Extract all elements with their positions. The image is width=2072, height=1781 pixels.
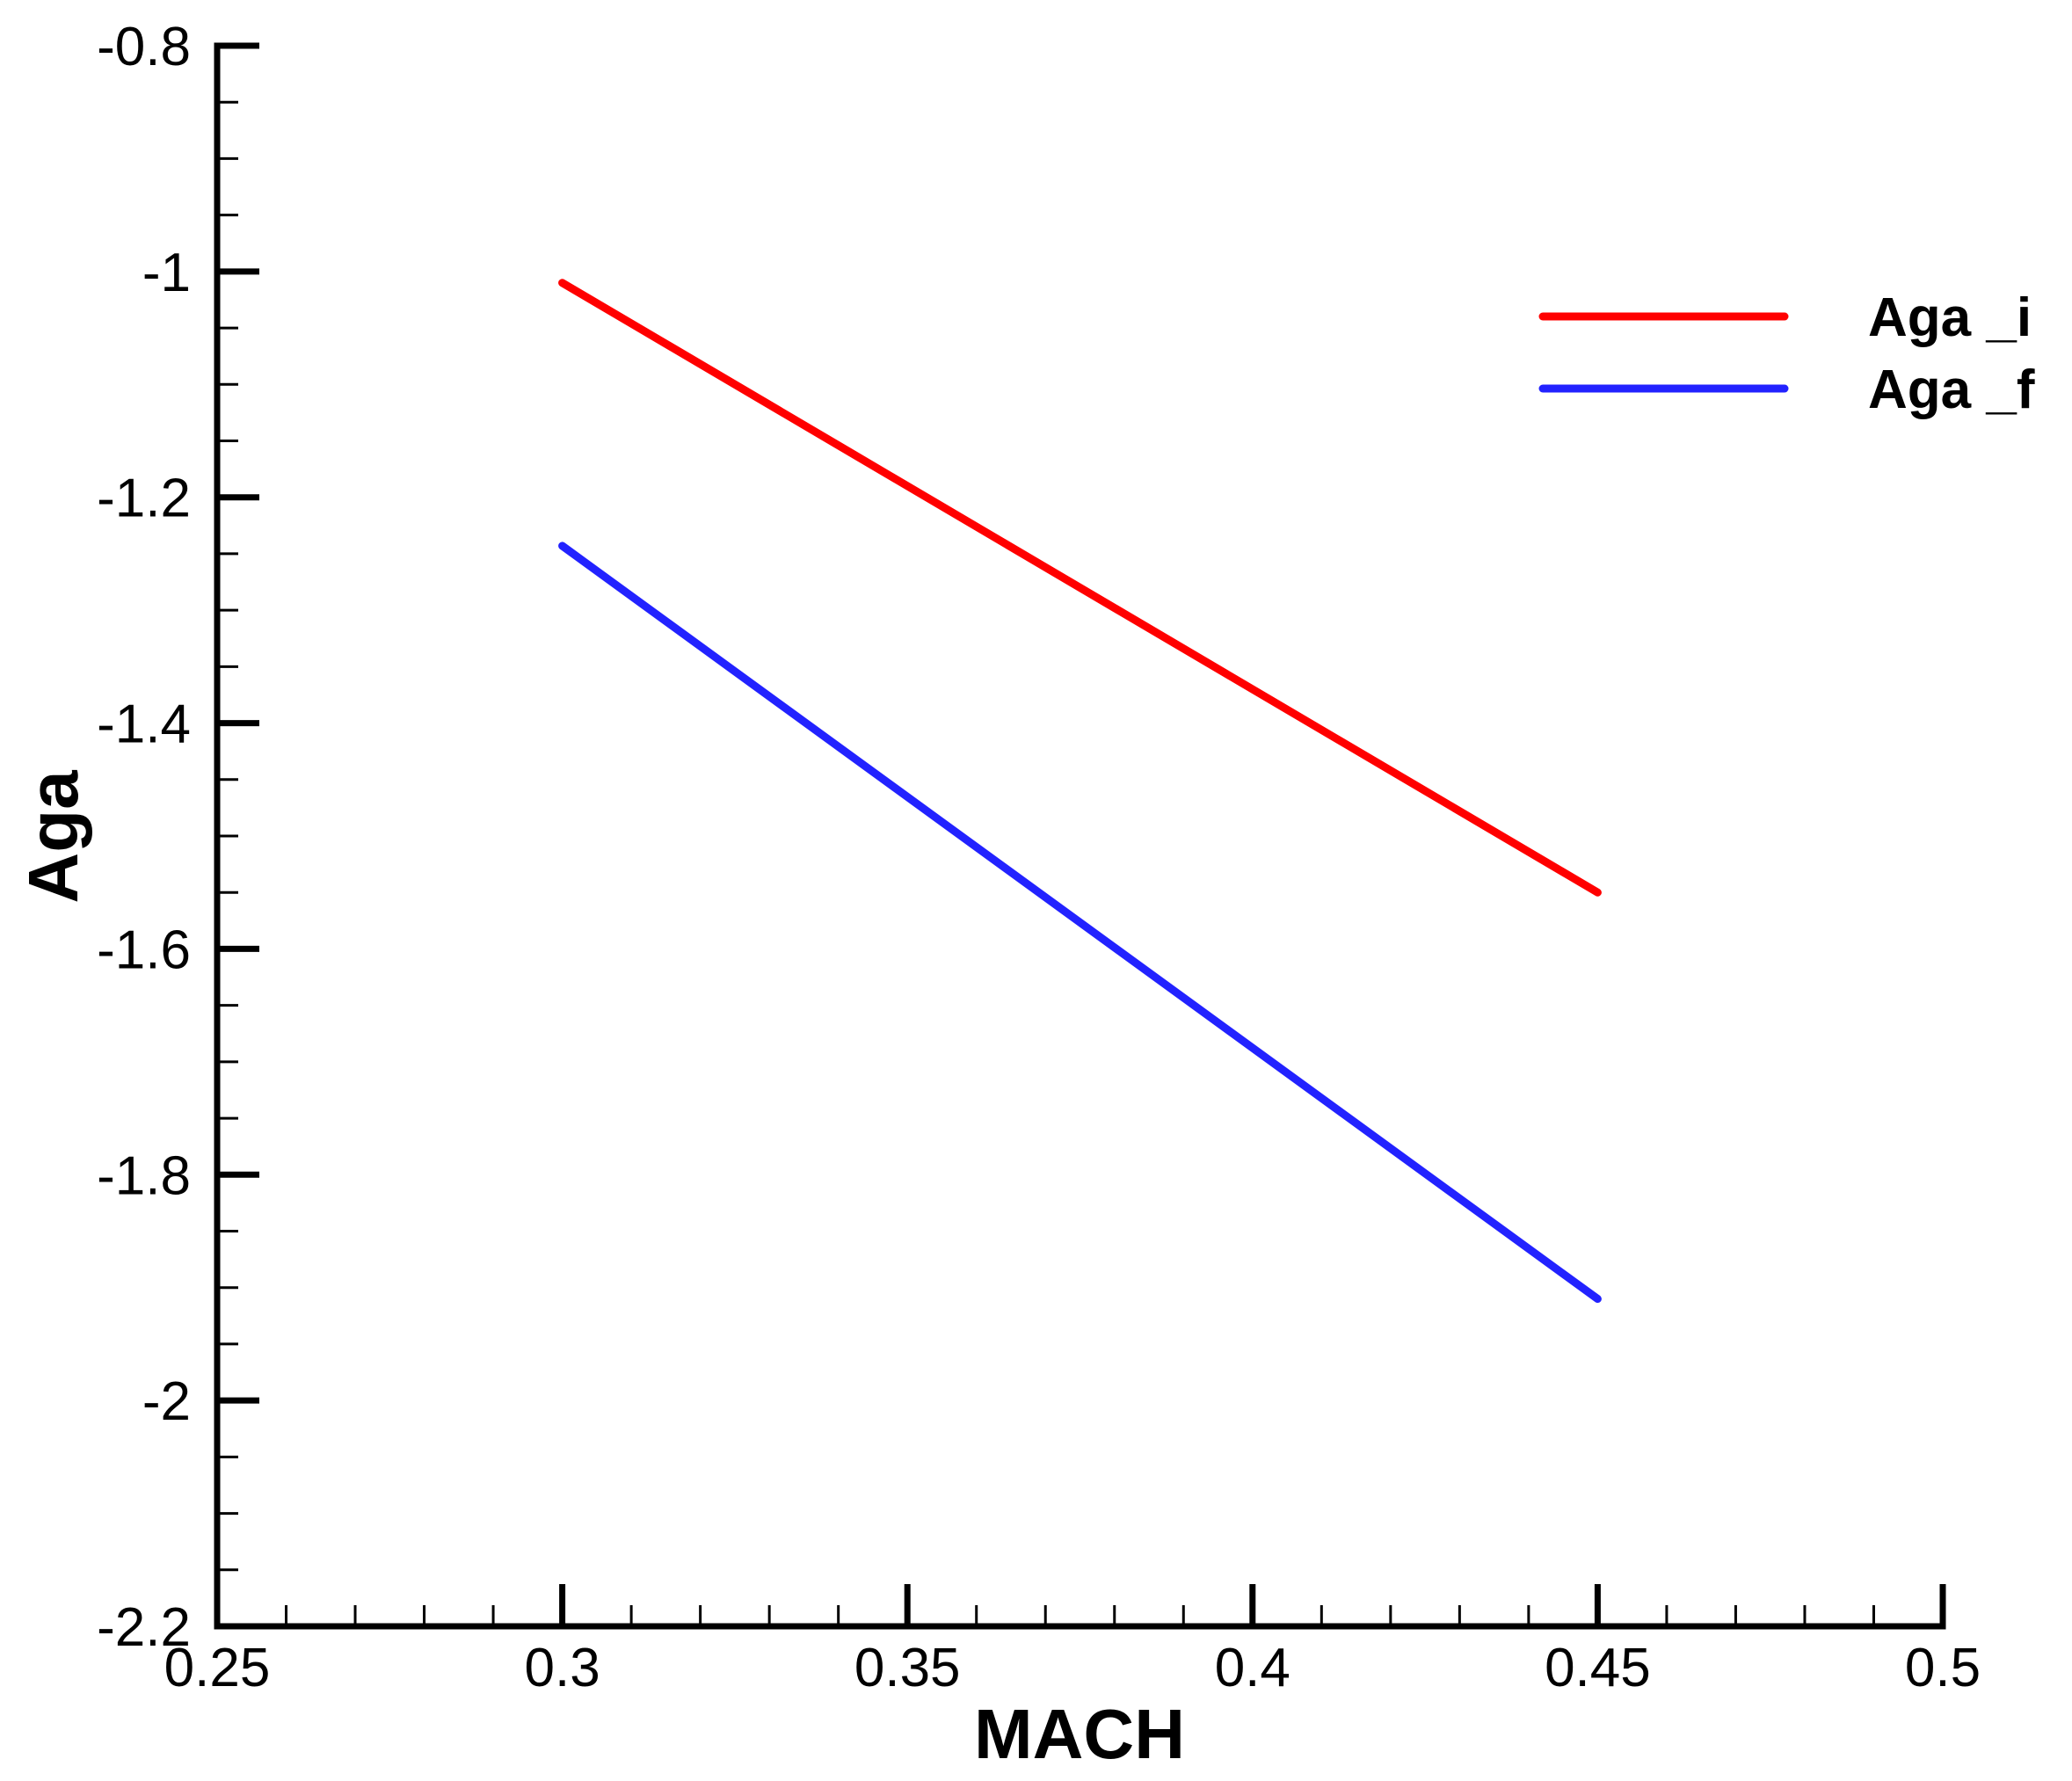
legend: Aga _i Aga _f (1538, 287, 2035, 420)
x-tick-label: 0.5 (1905, 1638, 1981, 1698)
y-tick-label: -0.8 (97, 17, 191, 77)
legend-label: Aga _i (1868, 287, 2032, 348)
y-tick-label: -1 (142, 243, 191, 303)
x-tick-label: 0.35 (854, 1638, 961, 1698)
legend-label: Aga _f (1868, 360, 2035, 420)
plot-lines (558, 279, 1602, 1304)
y-tick-label: -1.4 (97, 694, 191, 755)
x-axis-title: MACH (974, 1695, 1185, 1773)
series-line-1 (558, 279, 1602, 897)
x-tick-label: 0.25 (164, 1638, 271, 1698)
x-tick-label: 0.45 (1545, 1638, 1651, 1698)
y-axis: -0.8 -1 -1.2 -1.4 -1.6 -1.8 -2 -2.2 (97, 17, 259, 1658)
y-tick-label: -1.2 (97, 469, 191, 529)
x-tick-label: 0.3 (524, 1638, 600, 1698)
y-tick-label: -2.2 (97, 1597, 191, 1658)
x-axis: 0.25 0.3 0.35 0.4 0.45 0.5 (164, 1584, 1981, 1698)
x-tick-label: 0.4 (1215, 1638, 1290, 1698)
y-tick-label: -2 (142, 1371, 191, 1432)
y-axis-title: Aga (14, 770, 92, 904)
series-line-2 (558, 542, 1602, 1304)
y-tick-label: -1.6 (97, 920, 191, 980)
y-tick-label: -1.8 (97, 1145, 191, 1206)
